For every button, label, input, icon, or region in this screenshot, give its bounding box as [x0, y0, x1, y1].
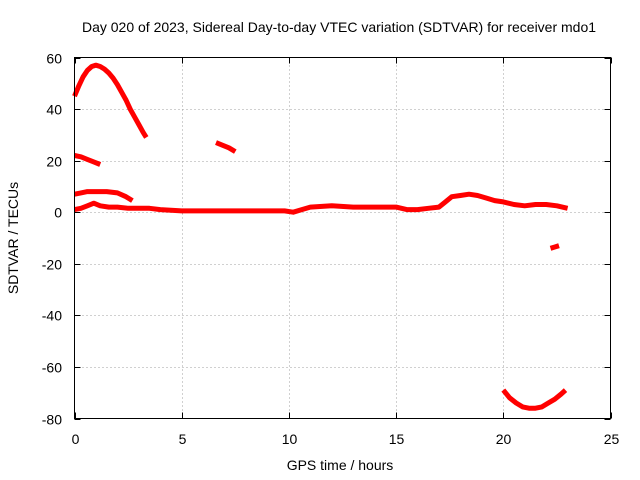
x-axis-label: GPS time / hours	[287, 457, 394, 473]
y-tick-label: 20	[46, 154, 62, 170]
grid	[74, 57, 611, 419]
x-tick-label: 0	[72, 431, 80, 447]
series-arc-22	[74, 153, 102, 167]
x-tick-label: 5	[179, 431, 187, 447]
plot-frame	[74, 57, 611, 419]
x-tick-label: 20	[496, 431, 512, 447]
series-arc-high	[72, 62, 149, 139]
y-tick-label: 60	[46, 51, 62, 67]
y-tick-label: -40	[42, 308, 62, 324]
y-axis-label: SDTVAR / TECUs	[5, 182, 21, 294]
chart-title: Day 020 of 2023, Sidereal Day-to-day VTE…	[82, 19, 596, 35]
x-tick-label: 10	[282, 431, 298, 447]
series-arc-m14	[549, 243, 560, 251]
y-tick-label: 40	[46, 102, 62, 118]
y-tick-label: -60	[42, 360, 62, 376]
axis-ticks: 0 5 10 15 20 25 -80 -60 -40 -20 0 20 40 60	[42, 51, 620, 448]
y-tick-label: 0	[54, 205, 62, 221]
series-baseline	[74, 191, 569, 215]
y-tick-label: -20	[42, 257, 62, 273]
plot-series	[72, 62, 569, 411]
y-tick-label: -80	[42, 412, 62, 428]
x-tick-label: 15	[389, 431, 405, 447]
series-arc-8	[74, 189, 134, 203]
x-tick-label: 25	[604, 431, 620, 447]
series-arc-low	[501, 388, 568, 411]
series-arc-27	[215, 140, 237, 154]
